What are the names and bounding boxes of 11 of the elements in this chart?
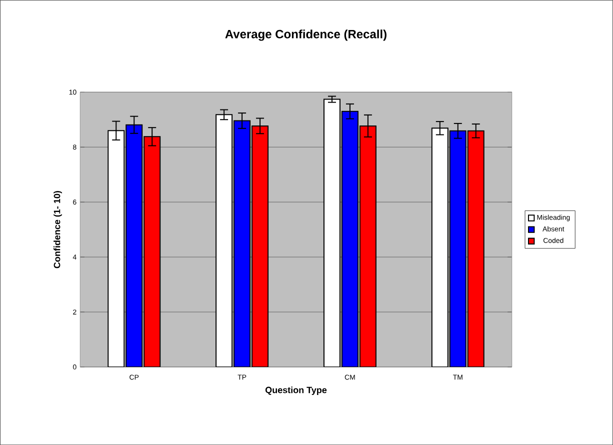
- y-axis-title: Confidence (1- 10): [54, 190, 62, 268]
- x-axis-title: Question Type: [265, 386, 327, 395]
- bar: [108, 130, 125, 367]
- bar: [126, 124, 143, 367]
- bar: [431, 128, 448, 367]
- bar: [234, 120, 251, 367]
- bar: [323, 98, 340, 367]
- bar: [216, 114, 233, 367]
- bar: [449, 130, 466, 367]
- chart-title: Average Confidence (Recall): [225, 30, 386, 41]
- bar: [341, 110, 358, 367]
